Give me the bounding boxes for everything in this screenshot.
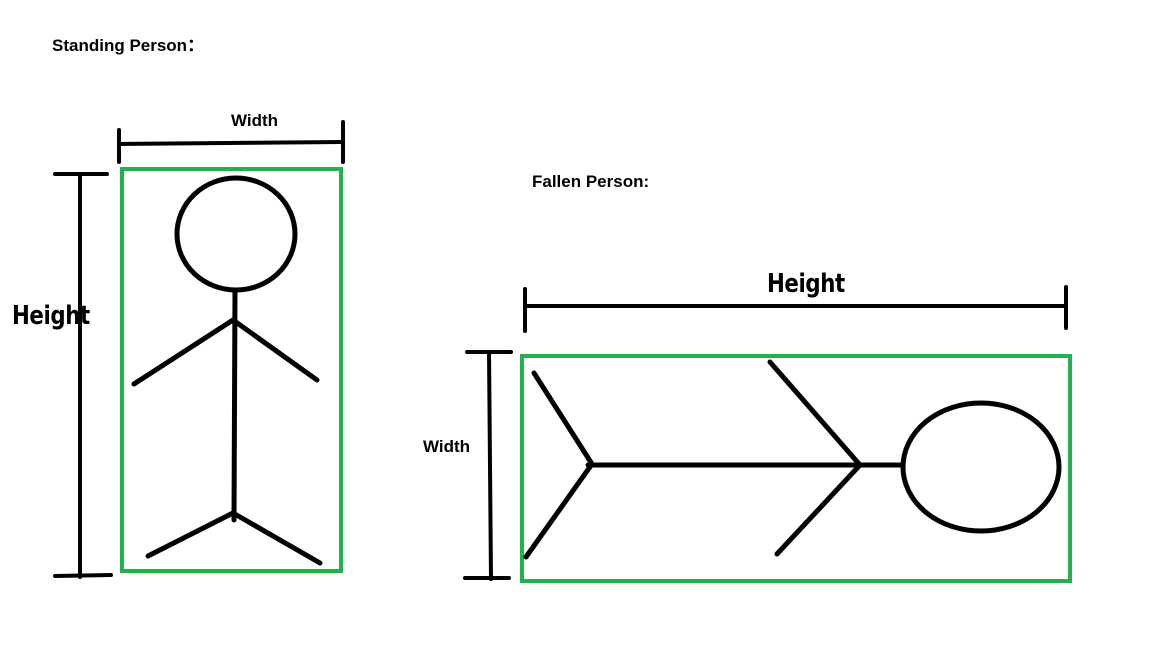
standing-legs (145, 510, 323, 566)
fallen-width-label: Width (423, 437, 471, 456)
standing-bounding-box (120, 167, 343, 573)
standing-person-title: Standing Person： (52, 36, 205, 55)
standing-arms (131, 317, 320, 387)
fallen-height-label: Height (767, 269, 845, 299)
fallen-person-title: Fallen Person: (532, 172, 650, 191)
fallen-head (900, 400, 1062, 534)
standing-width-dimension (117, 120, 345, 164)
fallen-width-dimension (463, 350, 513, 581)
standing-width-label: Width (231, 111, 279, 130)
standing-head (174, 175, 298, 293)
fallen-stick-figure (523, 359, 1062, 560)
standing-torso (231, 287, 238, 523)
standing-height-label: Height (12, 301, 90, 331)
fallen-height-dimension (523, 285, 1068, 333)
standing-height-dimension (53, 172, 113, 579)
fallen-arms (767, 359, 863, 557)
standing-stick-figure (131, 175, 323, 566)
fallen-bounding-box (520, 354, 1072, 583)
fallen-legs (523, 370, 595, 560)
